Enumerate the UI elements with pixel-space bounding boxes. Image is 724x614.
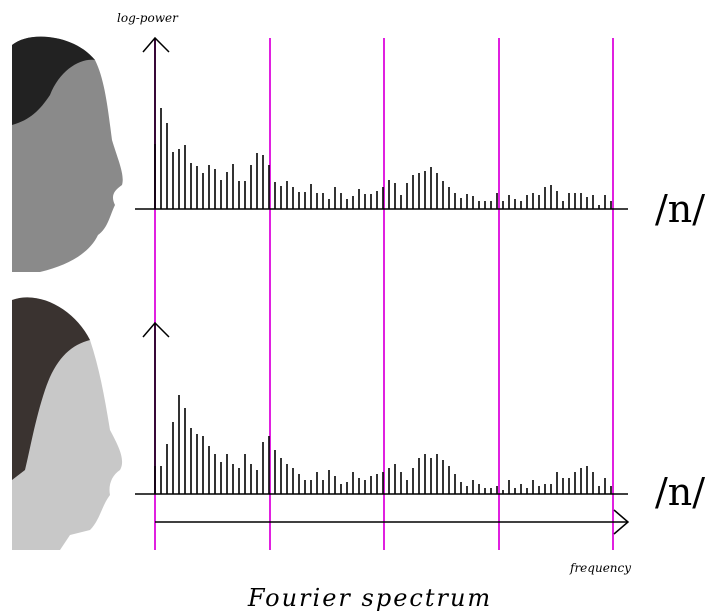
figure: log-power frequency Fourier spectrum /n/…	[0, 0, 724, 614]
x-label: frequency	[569, 561, 631, 575]
series-label: /n/	[655, 470, 705, 514]
chart-title: Fourier spectrum	[247, 584, 492, 612]
series-label: /n/	[655, 187, 705, 231]
grid	[155, 38, 613, 550]
y-label: log-power	[117, 11, 179, 25]
